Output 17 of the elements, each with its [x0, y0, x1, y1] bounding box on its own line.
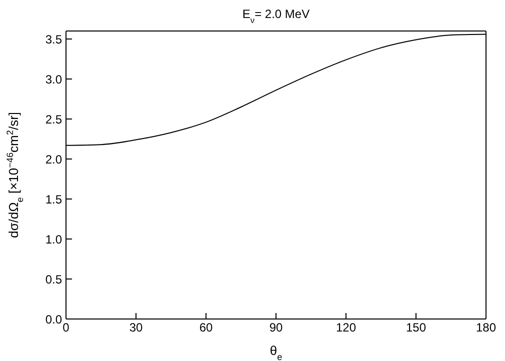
x-axis-title: θ$_{e}$ [270, 343, 282, 361]
x-tick-label: 90 [269, 320, 283, 335]
x-tick-label: 150 [406, 320, 426, 335]
y-tick-label: 2.5 [45, 112, 62, 126]
y-tick-label: 0.5 [45, 272, 62, 286]
chart-title: E$_{ν}$= 2.0 MeV [242, 7, 310, 25]
y-tick-label: 3.5 [45, 32, 62, 46]
y-tick-label: 1.5 [45, 192, 62, 206]
x-tick-label: 30 [129, 320, 143, 335]
x-tick-label: 180 [476, 320, 496, 335]
x-tick-label: 60 [199, 320, 213, 335]
y-tick-label: 0.0 [45, 312, 62, 326]
y-tick-label: 2.0 [45, 152, 62, 166]
x-tick-label: 0 [62, 320, 70, 335]
x-tick-label: 120 [336, 320, 356, 335]
y-tick-label: 1.0 [45, 232, 62, 246]
y-tick-label: 3.0 [45, 72, 62, 86]
